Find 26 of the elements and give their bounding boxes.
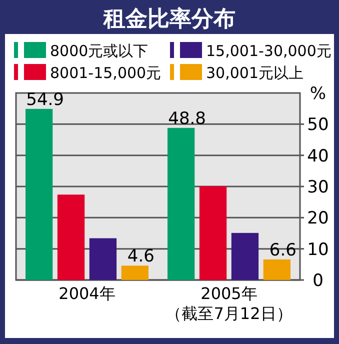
y-tick-label: 10	[307, 240, 329, 260]
x-tick-label: 2005年	[200, 284, 258, 303]
legend-label: 30,001元以上	[206, 64, 304, 82]
data-label: 4.6	[127, 246, 154, 267]
x-tick-label: 2004年	[58, 284, 116, 303]
bar	[25, 108, 53, 280]
bar	[167, 128, 195, 280]
bar	[57, 194, 85, 280]
bar	[89, 238, 117, 280]
bar	[231, 232, 259, 280]
bar	[263, 259, 291, 280]
chart-title: 租金比率分布	[102, 6, 236, 32]
y-tick-label: 20	[307, 208, 329, 229]
bar	[199, 186, 227, 280]
data-label: 48.8	[168, 108, 206, 129]
legend-label: 15,001-30,000元	[206, 42, 332, 60]
y-axis-title: %	[310, 84, 326, 104]
y-tick-label: 40	[307, 146, 329, 166]
legend-label: 8001-15,000元	[50, 64, 162, 82]
y-tick-label: 30	[307, 178, 329, 198]
data-label: 54.9	[26, 90, 64, 110]
y-tick-label: 0	[312, 271, 324, 291]
y-tick-label: 50	[307, 115, 329, 136]
legend-label: 8000元或以下	[50, 42, 148, 60]
bar	[121, 266, 149, 280]
text: （截至7月12日）	[166, 304, 292, 323]
